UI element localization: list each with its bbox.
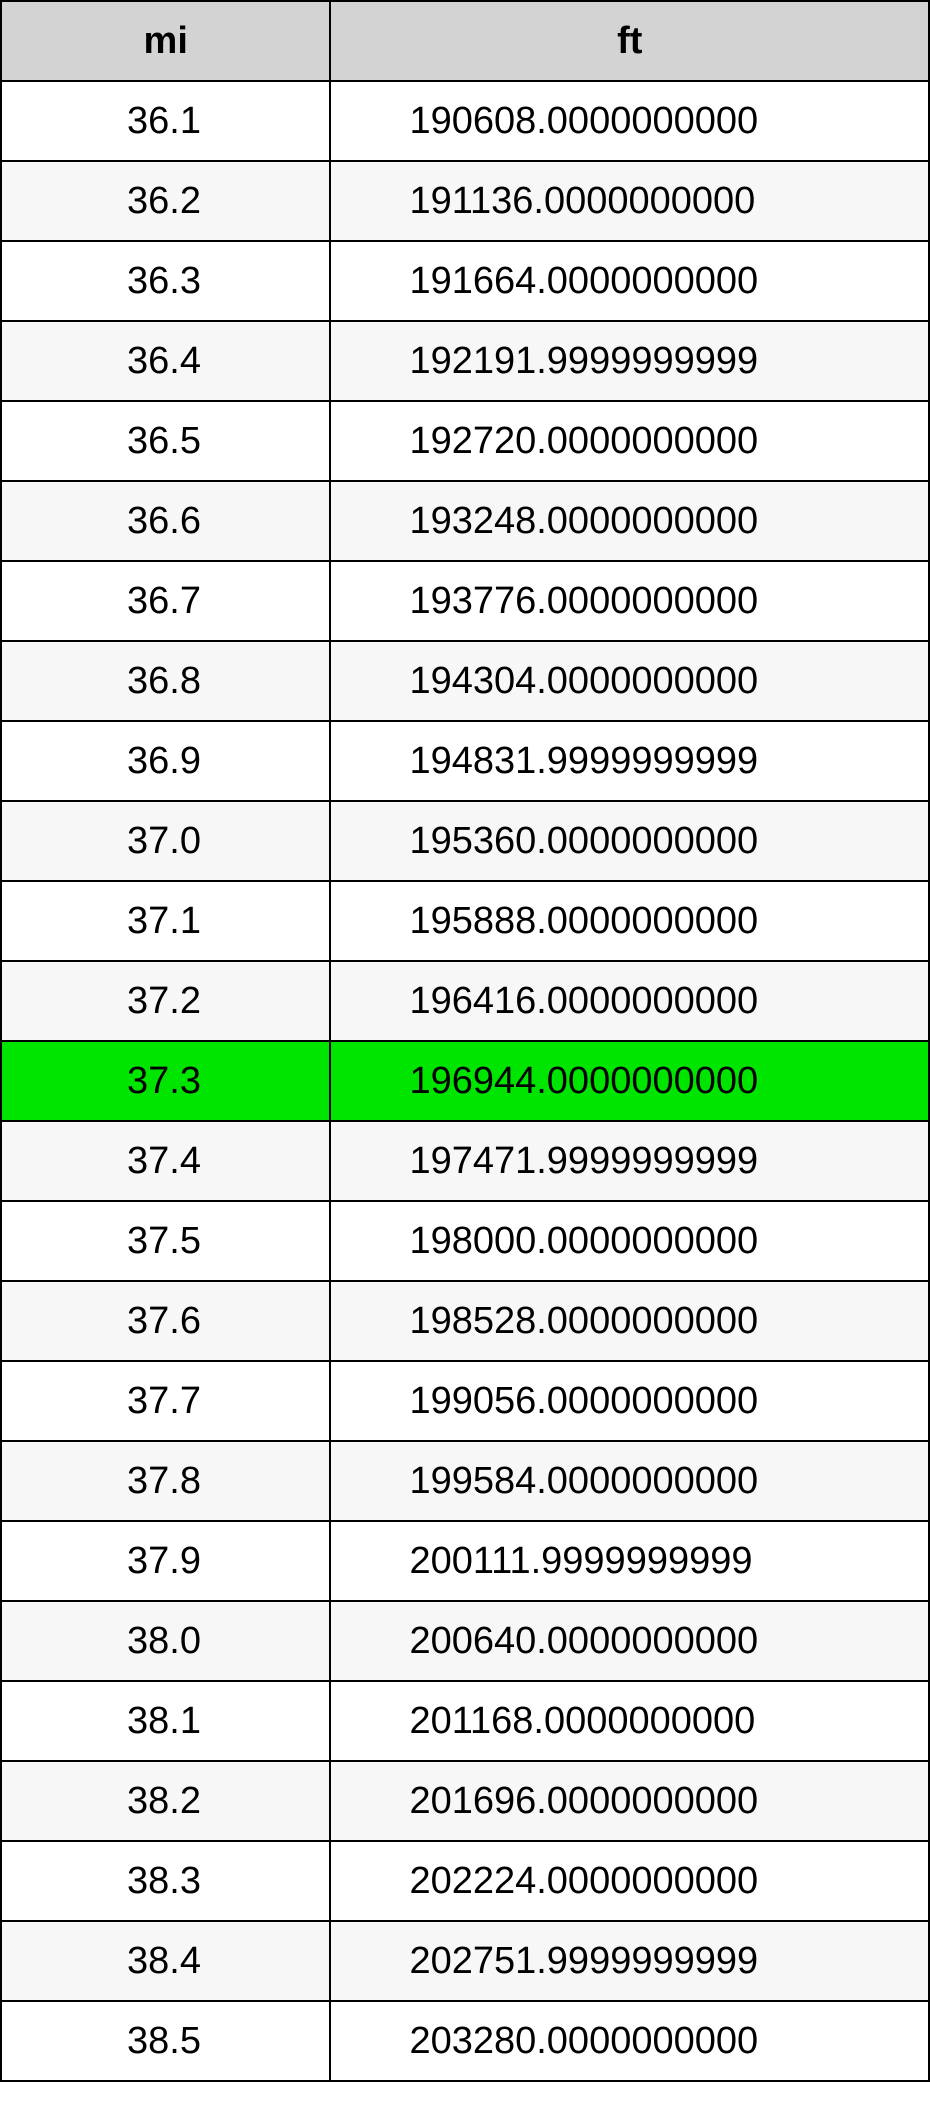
cell-mi: 37.0 [1, 801, 330, 881]
table-row: 37.5198000.0000000000 [1, 1201, 929, 1281]
cell-ft: 200640.0000000000 [330, 1601, 929, 1681]
cell-ft: 198528.0000000000 [330, 1281, 929, 1361]
cell-ft: 191136.0000000000 [330, 161, 929, 241]
cell-ft: 199584.0000000000 [330, 1441, 929, 1521]
table-row: 38.1201168.0000000000 [1, 1681, 929, 1761]
table-row: 37.9200111.9999999999 [1, 1521, 929, 1601]
cell-mi: 36.4 [1, 321, 330, 401]
cell-ft: 203280.0000000000 [330, 2001, 929, 2081]
cell-mi: 36.1 [1, 81, 330, 161]
cell-ft: 200111.9999999999 [330, 1521, 929, 1601]
cell-mi: 37.6 [1, 1281, 330, 1361]
cell-mi: 36.2 [1, 161, 330, 241]
cell-ft: 196944.0000000000 [330, 1041, 929, 1121]
cell-ft: 201696.0000000000 [330, 1761, 929, 1841]
cell-mi: 38.4 [1, 1921, 330, 2001]
cell-mi: 37.3 [1, 1041, 330, 1121]
cell-ft: 202751.9999999999 [330, 1921, 929, 2001]
cell-ft: 193248.0000000000 [330, 481, 929, 561]
cell-ft: 194304.0000000000 [330, 641, 929, 721]
cell-ft: 193776.0000000000 [330, 561, 929, 641]
cell-mi: 36.8 [1, 641, 330, 721]
table-row: 36.6193248.0000000000 [1, 481, 929, 561]
table-row: 36.3191664.0000000000 [1, 241, 929, 321]
table-row: 36.8194304.0000000000 [1, 641, 929, 721]
cell-mi: 38.3 [1, 1841, 330, 1921]
table-row: 37.1195888.0000000000 [1, 881, 929, 961]
cell-ft: 192720.0000000000 [330, 401, 929, 481]
table-row: 38.2201696.0000000000 [1, 1761, 929, 1841]
conversion-table: mi ft 36.1190608.000000000036.2191136.00… [0, 0, 930, 2082]
column-header-ft: ft [330, 1, 929, 81]
cell-mi: 36.5 [1, 401, 330, 481]
cell-mi: 37.7 [1, 1361, 330, 1441]
cell-mi: 38.1 [1, 1681, 330, 1761]
table-body: 36.1190608.000000000036.2191136.00000000… [1, 81, 929, 2081]
table-row: 38.5203280.0000000000 [1, 2001, 929, 2081]
table-row: 36.7193776.0000000000 [1, 561, 929, 641]
cell-ft: 202224.0000000000 [330, 1841, 929, 1921]
table-row: 37.0195360.0000000000 [1, 801, 929, 881]
cell-ft: 197471.9999999999 [330, 1121, 929, 1201]
cell-ft: 196416.0000000000 [330, 961, 929, 1041]
table-row: 37.2196416.0000000000 [1, 961, 929, 1041]
cell-mi: 38.2 [1, 1761, 330, 1841]
column-header-mi: mi [1, 1, 330, 81]
table-row: 36.9194831.9999999999 [1, 721, 929, 801]
cell-ft: 194831.9999999999 [330, 721, 929, 801]
cell-ft: 195360.0000000000 [330, 801, 929, 881]
cell-mi: 38.0 [1, 1601, 330, 1681]
table-row: 36.1190608.0000000000 [1, 81, 929, 161]
cell-ft: 190608.0000000000 [330, 81, 929, 161]
cell-mi: 37.9 [1, 1521, 330, 1601]
cell-ft: 199056.0000000000 [330, 1361, 929, 1441]
table-row: 37.3196944.0000000000 [1, 1041, 929, 1121]
table-row: 38.0200640.0000000000 [1, 1601, 929, 1681]
cell-mi: 37.5 [1, 1201, 330, 1281]
cell-ft: 191664.0000000000 [330, 241, 929, 321]
table-row: 37.4197471.9999999999 [1, 1121, 929, 1201]
table-row: 36.2191136.0000000000 [1, 161, 929, 241]
table-row: 37.7199056.0000000000 [1, 1361, 929, 1441]
cell-mi: 37.1 [1, 881, 330, 961]
cell-mi: 37.4 [1, 1121, 330, 1201]
table-row: 36.5192720.0000000000 [1, 401, 929, 481]
cell-mi: 36.6 [1, 481, 330, 561]
cell-ft: 192191.9999999999 [330, 321, 929, 401]
table-header-row: mi ft [1, 1, 929, 81]
cell-mi: 38.5 [1, 2001, 330, 2081]
cell-mi: 37.2 [1, 961, 330, 1041]
cell-mi: 37.8 [1, 1441, 330, 1521]
cell-mi: 36.9 [1, 721, 330, 801]
cell-ft: 195888.0000000000 [330, 881, 929, 961]
cell-ft: 198000.0000000000 [330, 1201, 929, 1281]
table-row: 37.8199584.0000000000 [1, 1441, 929, 1521]
cell-ft: 201168.0000000000 [330, 1681, 929, 1761]
cell-mi: 36.3 [1, 241, 330, 321]
cell-mi: 36.7 [1, 561, 330, 641]
table-row: 38.3202224.0000000000 [1, 1841, 929, 1921]
table-row: 38.4202751.9999999999 [1, 1921, 929, 2001]
table-row: 36.4192191.9999999999 [1, 321, 929, 401]
table-row: 37.6198528.0000000000 [1, 1281, 929, 1361]
